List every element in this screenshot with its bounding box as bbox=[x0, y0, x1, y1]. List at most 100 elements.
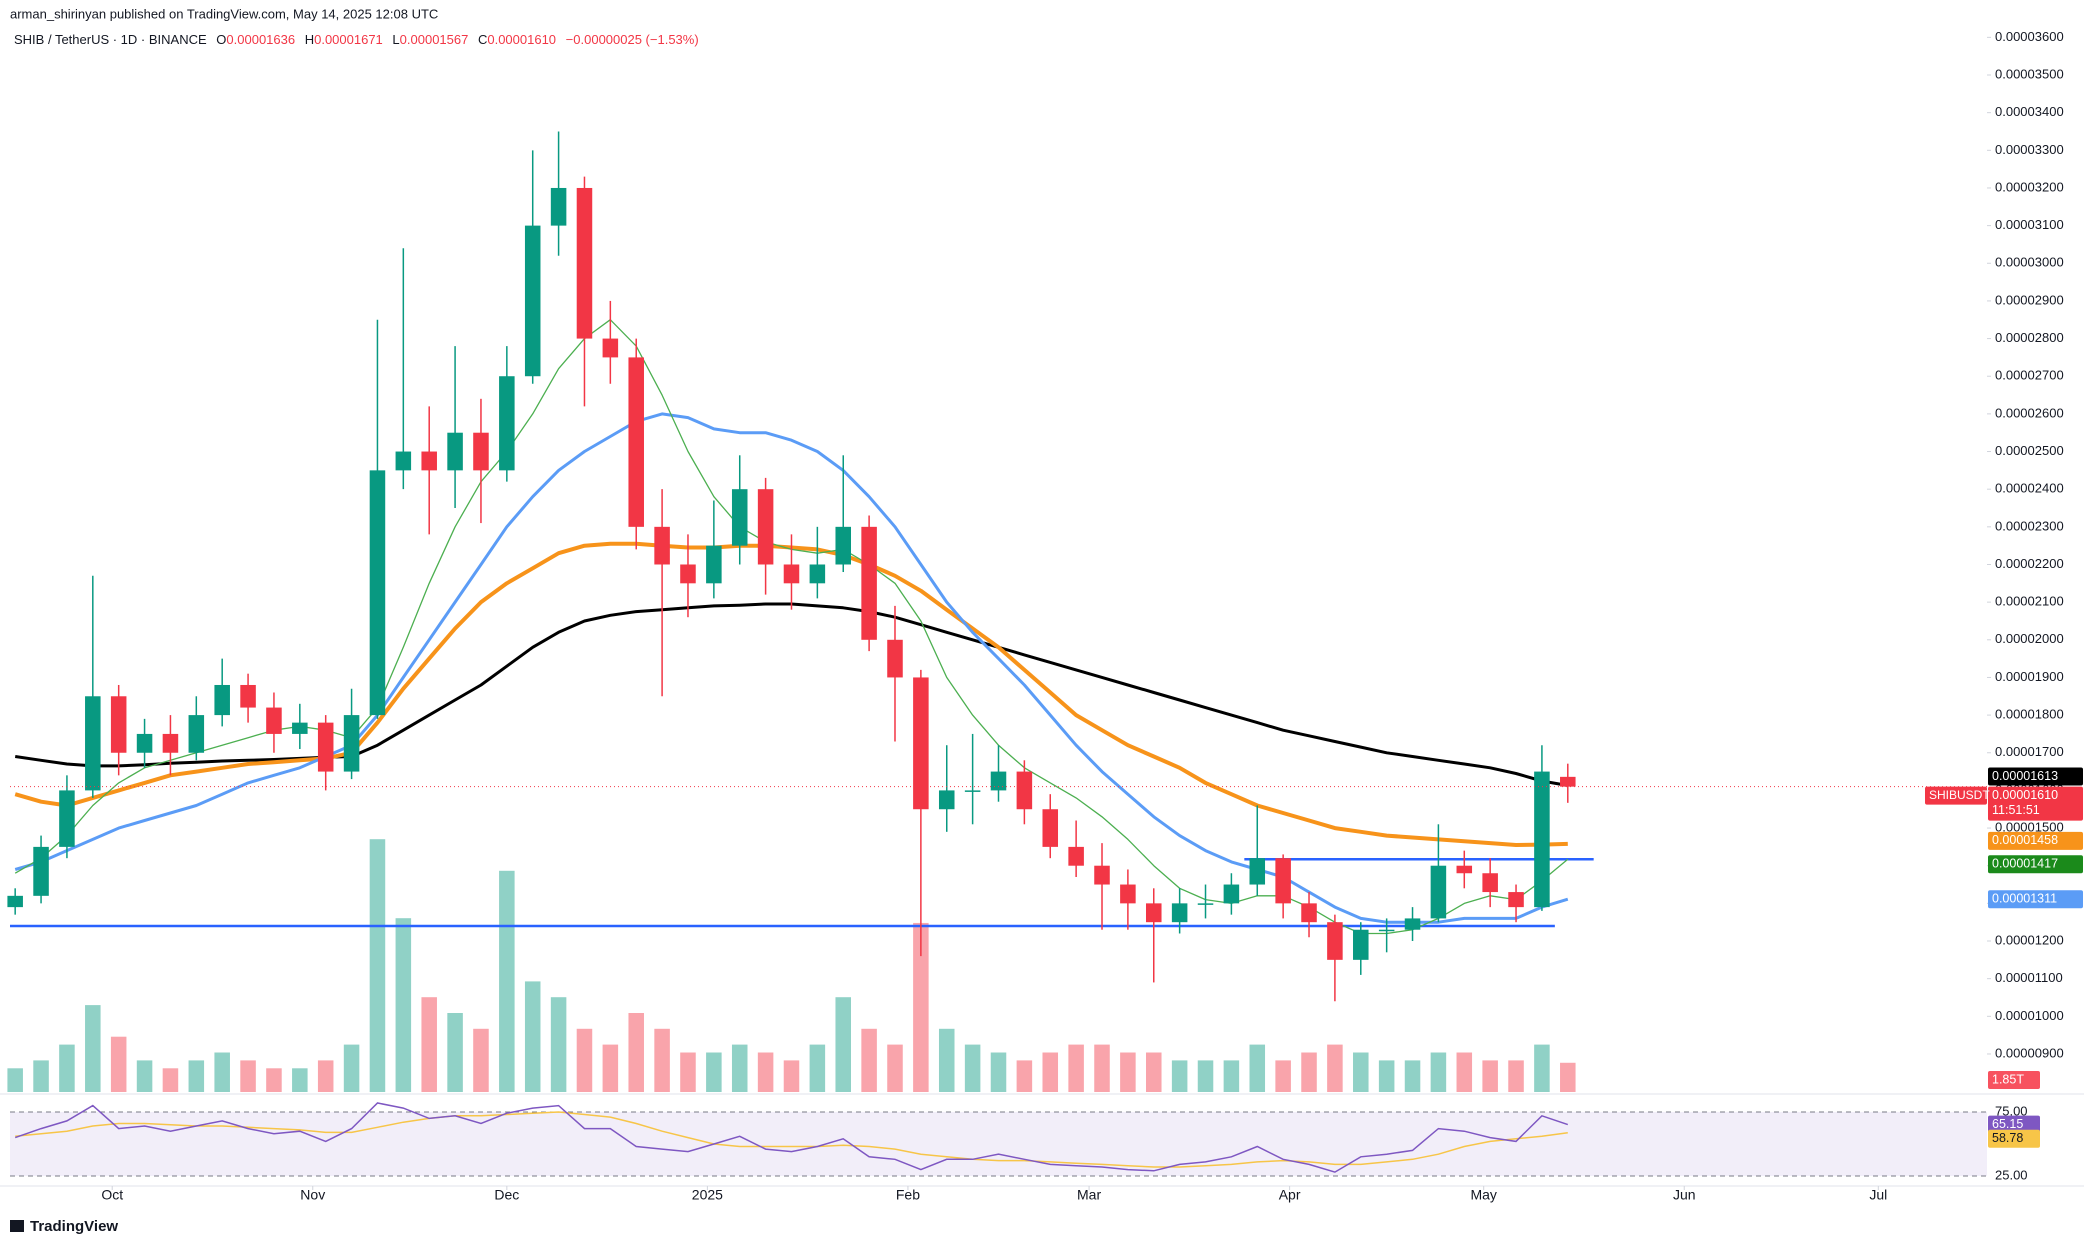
rsi-line bbox=[14, 1102, 1569, 1173]
y-tick-label: 0.00002200 bbox=[1995, 556, 2064, 571]
price-tag-label: 0.00001610 bbox=[1992, 788, 2058, 802]
x-tick-label: Feb bbox=[896, 1187, 920, 1203]
candle-body bbox=[1430, 865, 1447, 919]
candle-body bbox=[473, 432, 489, 471]
volume-tag bbox=[1988, 1071, 2040, 1089]
volume-bar bbox=[550, 997, 567, 1092]
candle-body bbox=[1120, 884, 1136, 904]
volume-bar bbox=[809, 1044, 826, 1092]
candle-body bbox=[783, 564, 800, 584]
candle-body bbox=[757, 489, 774, 565]
volume-bar bbox=[59, 1044, 75, 1092]
candle-body bbox=[576, 187, 593, 339]
y-tick-label: 0.00003200 bbox=[1995, 179, 2064, 194]
ohlc-key: C bbox=[478, 32, 487, 47]
ma-tag-label: 0.00001417 bbox=[1992, 857, 2058, 871]
candle-body bbox=[1016, 771, 1033, 810]
y-tick-label: 0.00002600 bbox=[1995, 405, 2064, 420]
volume-bar bbox=[395, 918, 412, 1092]
ma-tag bbox=[1988, 855, 2083, 874]
candle-body bbox=[628, 357, 644, 527]
volume-bar bbox=[1094, 1044, 1110, 1092]
attribution: arman_shirinyan published on TradingView… bbox=[10, 6, 438, 21]
volume-bar bbox=[1430, 1052, 1447, 1092]
ohlc-value: 0.00001671 bbox=[314, 32, 383, 47]
x-tick-label: Jul bbox=[1869, 1187, 1887, 1203]
ohlc-value: 0.00001636 bbox=[226, 32, 295, 47]
volume-bar bbox=[473, 1028, 489, 1092]
rsi-tick-label: 75.00 bbox=[1995, 1103, 2028, 1118]
candle-body bbox=[861, 526, 877, 640]
volume-bar bbox=[214, 1052, 230, 1092]
volume-bar bbox=[136, 1060, 153, 1092]
volume-bar bbox=[602, 1044, 619, 1092]
volume-bar bbox=[7, 1068, 23, 1092]
candle-body bbox=[1353, 929, 1369, 960]
volume-bar bbox=[188, 1060, 205, 1092]
symbol: SHIB / TetherUS · 1D · BINANCE bbox=[14, 32, 207, 47]
volume-bar bbox=[1508, 1060, 1524, 1092]
y-tick-label: 0.00002700 bbox=[1995, 368, 2064, 383]
volume-bar bbox=[33, 1060, 49, 1092]
candle-body bbox=[731, 489, 748, 546]
volume-bar bbox=[524, 981, 541, 1092]
ma-tag bbox=[1988, 831, 2083, 850]
y-tick-label: 0.00003600 bbox=[1995, 29, 2064, 44]
candle-body bbox=[317, 722, 334, 772]
y-tick-label: 0.00001700 bbox=[1995, 744, 2064, 759]
volume-bar bbox=[887, 1044, 903, 1092]
brand: TradingView bbox=[30, 1218, 118, 1235]
candle-body bbox=[809, 564, 826, 584]
countdown: 11:51:51 bbox=[1992, 803, 2040, 817]
volume-bar bbox=[447, 1013, 463, 1092]
volume-bar bbox=[861, 1028, 877, 1092]
candle-body bbox=[1560, 776, 1576, 787]
candle-body bbox=[1275, 858, 1291, 904]
volume-bar bbox=[1560, 1062, 1576, 1092]
candle-body bbox=[1301, 903, 1317, 923]
volume-bar bbox=[1016, 1060, 1033, 1092]
rsi-band bbox=[10, 1111, 1987, 1176]
y-tick-label: 0.00003500 bbox=[1995, 66, 2064, 81]
y-tick-label: 0.00002400 bbox=[1995, 481, 2064, 496]
candle-body bbox=[395, 451, 412, 471]
candle-body bbox=[1456, 865, 1473, 874]
volume-tag-label: 1.85T bbox=[1992, 1072, 2024, 1086]
ma-tag-label: 0.00001311 bbox=[1992, 892, 2057, 906]
volume-bar bbox=[85, 1005, 101, 1092]
candle-body bbox=[1508, 892, 1524, 908]
symbol-tag-label: SHIBUSDT bbox=[1929, 788, 1990, 802]
y-tick-label: 0.00001000 bbox=[1995, 1008, 2064, 1023]
volume-bar bbox=[317, 1060, 334, 1092]
legend: SHIB / TetherUS · 1D · BINANCE O0.000016… bbox=[14, 32, 699, 47]
volume-bar bbox=[1197, 1060, 1214, 1092]
candle-body bbox=[550, 187, 567, 226]
candle-body bbox=[1327, 922, 1343, 960]
volume-bar bbox=[162, 1068, 179, 1092]
ma-tag-label: 0.00001458 bbox=[1992, 833, 2058, 847]
x-tick-label: Apr bbox=[1279, 1187, 1301, 1203]
candle-body bbox=[59, 790, 75, 847]
ma-tag-label: 0.00001613 bbox=[1992, 769, 2058, 783]
ohlc-key: L bbox=[392, 32, 399, 47]
candle-body bbox=[1378, 929, 1395, 932]
volume-bar bbox=[757, 1052, 774, 1092]
candle-body bbox=[990, 771, 1007, 791]
y-tick-label: 0.00003300 bbox=[1995, 142, 2064, 157]
x-tick-label: May bbox=[1470, 1187, 1496, 1203]
ohlc-value: 0.00001610 bbox=[487, 32, 556, 47]
y-tick-label: 0.00001800 bbox=[1995, 707, 2064, 722]
volume-bar bbox=[240, 1060, 256, 1092]
candle-body bbox=[499, 376, 515, 471]
y-tick-label: 0.00001200 bbox=[1995, 932, 2064, 947]
candle-body bbox=[835, 526, 852, 565]
volume-bar bbox=[938, 1028, 955, 1092]
ohlc-value: 0.00001567 bbox=[400, 32, 469, 47]
candle-body bbox=[680, 564, 696, 584]
volume-bar bbox=[654, 1028, 670, 1092]
candle-body bbox=[1482, 873, 1498, 893]
rsi-ma-tag bbox=[1988, 1129, 2040, 1148]
volume-bar bbox=[292, 1068, 308, 1092]
